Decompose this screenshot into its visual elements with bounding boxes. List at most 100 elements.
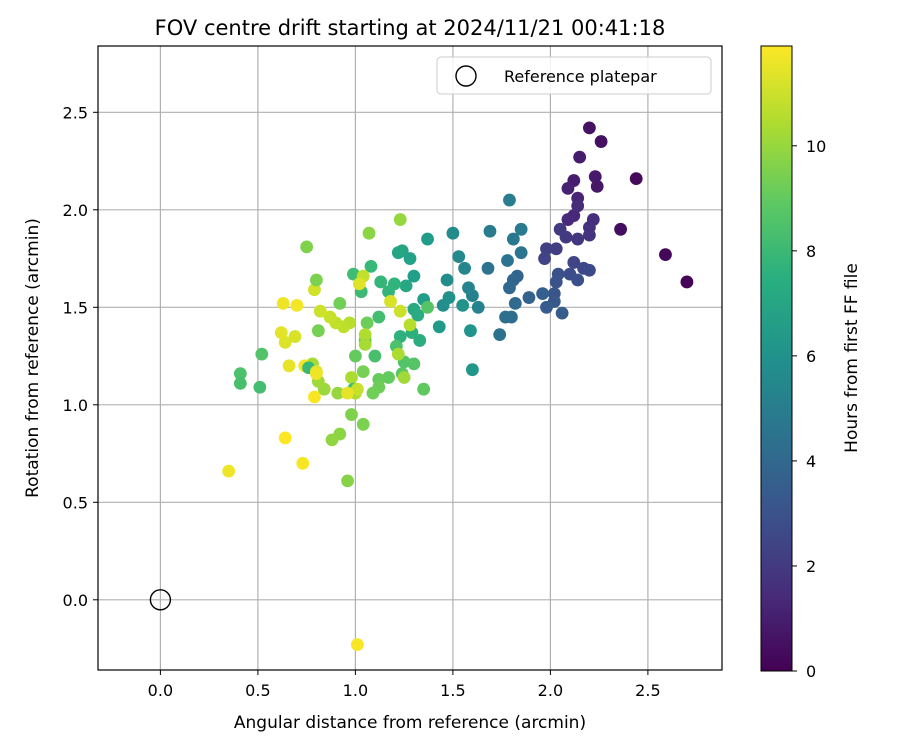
data-points — [222, 121, 694, 652]
chart-title: FOV centre drift starting at 2024/11/21 … — [155, 16, 666, 40]
data-point — [397, 371, 411, 384]
data-point — [356, 417, 370, 431]
data-point — [503, 193, 516, 207]
data-point — [323, 310, 337, 324]
data-point — [561, 181, 575, 195]
data-point — [391, 347, 405, 361]
x-axis-ticks: 0.0 0.5 1.0 1.5 2.0 2.5 — [148, 670, 661, 700]
data-point — [464, 324, 477, 338]
colorbar-ticks: 0 2 4 6 8 10 — [792, 137, 826, 681]
data-point — [659, 248, 672, 262]
y-tick-label: 2.5 — [63, 103, 88, 122]
x-tick-label: 1.5 — [440, 681, 465, 700]
colorbar-tick-label: 6 — [806, 347, 816, 366]
data-point — [446, 226, 460, 240]
data-point — [571, 232, 585, 246]
data-point — [421, 300, 434, 314]
data-point — [417, 382, 431, 396]
data-point — [341, 474, 354, 488]
data-point — [399, 279, 413, 293]
data-point — [349, 349, 362, 363]
x-tick-label: 2.0 — [538, 681, 563, 700]
data-point — [481, 261, 495, 275]
data-point — [331, 386, 345, 400]
data-point — [483, 224, 497, 238]
data-point — [583, 228, 596, 242]
data-point — [300, 240, 314, 254]
y-axis-ticks: 0.0 0.5 1.0 1.5 2.0 2.5 — [63, 103, 98, 610]
colorbar-tick-label: 4 — [806, 452, 816, 471]
data-point — [561, 213, 575, 226]
data-point — [296, 456, 310, 470]
reference-marker-layer — [149, 589, 172, 611]
x-axis-label: Angular distance from reference (arcmin) — [234, 713, 586, 733]
data-point — [374, 275, 388, 289]
data-point — [274, 326, 288, 340]
data-point — [372, 310, 386, 324]
data-point — [442, 291, 456, 304]
colorbar-label: Hours from first FF file — [842, 263, 862, 453]
data-point — [538, 252, 551, 265]
x-tick-label: 0.5 — [245, 681, 270, 700]
data-point — [458, 261, 471, 275]
data-point — [384, 295, 397, 308]
data-point — [571, 273, 585, 287]
data-point — [536, 287, 549, 301]
data-point — [255, 347, 269, 361]
data-point — [456, 298, 470, 312]
data-point — [360, 316, 374, 330]
data-point — [514, 246, 528, 260]
data-point — [614, 222, 627, 236]
data-point — [452, 250, 466, 263]
data-point — [573, 150, 587, 164]
data-point — [288, 330, 302, 343]
data-point — [308, 390, 321, 404]
data-point — [590, 180, 604, 193]
data-point — [325, 433, 339, 447]
data-point — [583, 121, 596, 135]
data-point — [393, 304, 407, 318]
data-point — [358, 337, 372, 351]
colorbar-tick-label: 2 — [806, 557, 816, 576]
data-point — [403, 252, 417, 265]
data-point — [345, 408, 358, 421]
data-point — [432, 320, 446, 334]
data-point — [493, 328, 507, 341]
data-point — [421, 232, 434, 246]
data-point — [333, 297, 347, 310]
reference-platepar-marker — [149, 589, 172, 611]
data-point — [407, 357, 421, 371]
data-point — [290, 298, 304, 312]
data-point — [440, 273, 454, 287]
data-point — [403, 318, 417, 332]
y-tick-label: 1.0 — [63, 396, 88, 415]
data-point — [308, 283, 321, 297]
x-tick-label: 0.0 — [148, 681, 173, 700]
data-point — [278, 336, 292, 349]
data-point — [341, 386, 354, 400]
data-point — [253, 380, 267, 394]
data-point — [345, 371, 358, 384]
data-point — [499, 310, 512, 324]
x-tick-label: 1.0 — [343, 681, 368, 700]
data-point — [311, 324, 325, 338]
plot-frame — [97, 45, 723, 671]
data-point — [310, 273, 323, 287]
data-point — [540, 242, 553, 256]
colorbar — [760, 45, 793, 672]
data-point — [382, 371, 395, 384]
y-axis-label: Rotation from reference (arcmin) — [23, 218, 43, 498]
data-point — [393, 330, 407, 343]
data-point — [233, 376, 247, 390]
data-point — [413, 334, 427, 347]
data-point — [352, 277, 366, 291]
data-point — [222, 464, 236, 478]
data-point — [366, 386, 380, 400]
data-point — [553, 222, 567, 236]
data-point — [310, 367, 323, 380]
data-point — [358, 328, 372, 341]
data-point — [347, 267, 360, 281]
x-tick-label: 2.5 — [635, 681, 660, 700]
data-point — [501, 254, 514, 267]
